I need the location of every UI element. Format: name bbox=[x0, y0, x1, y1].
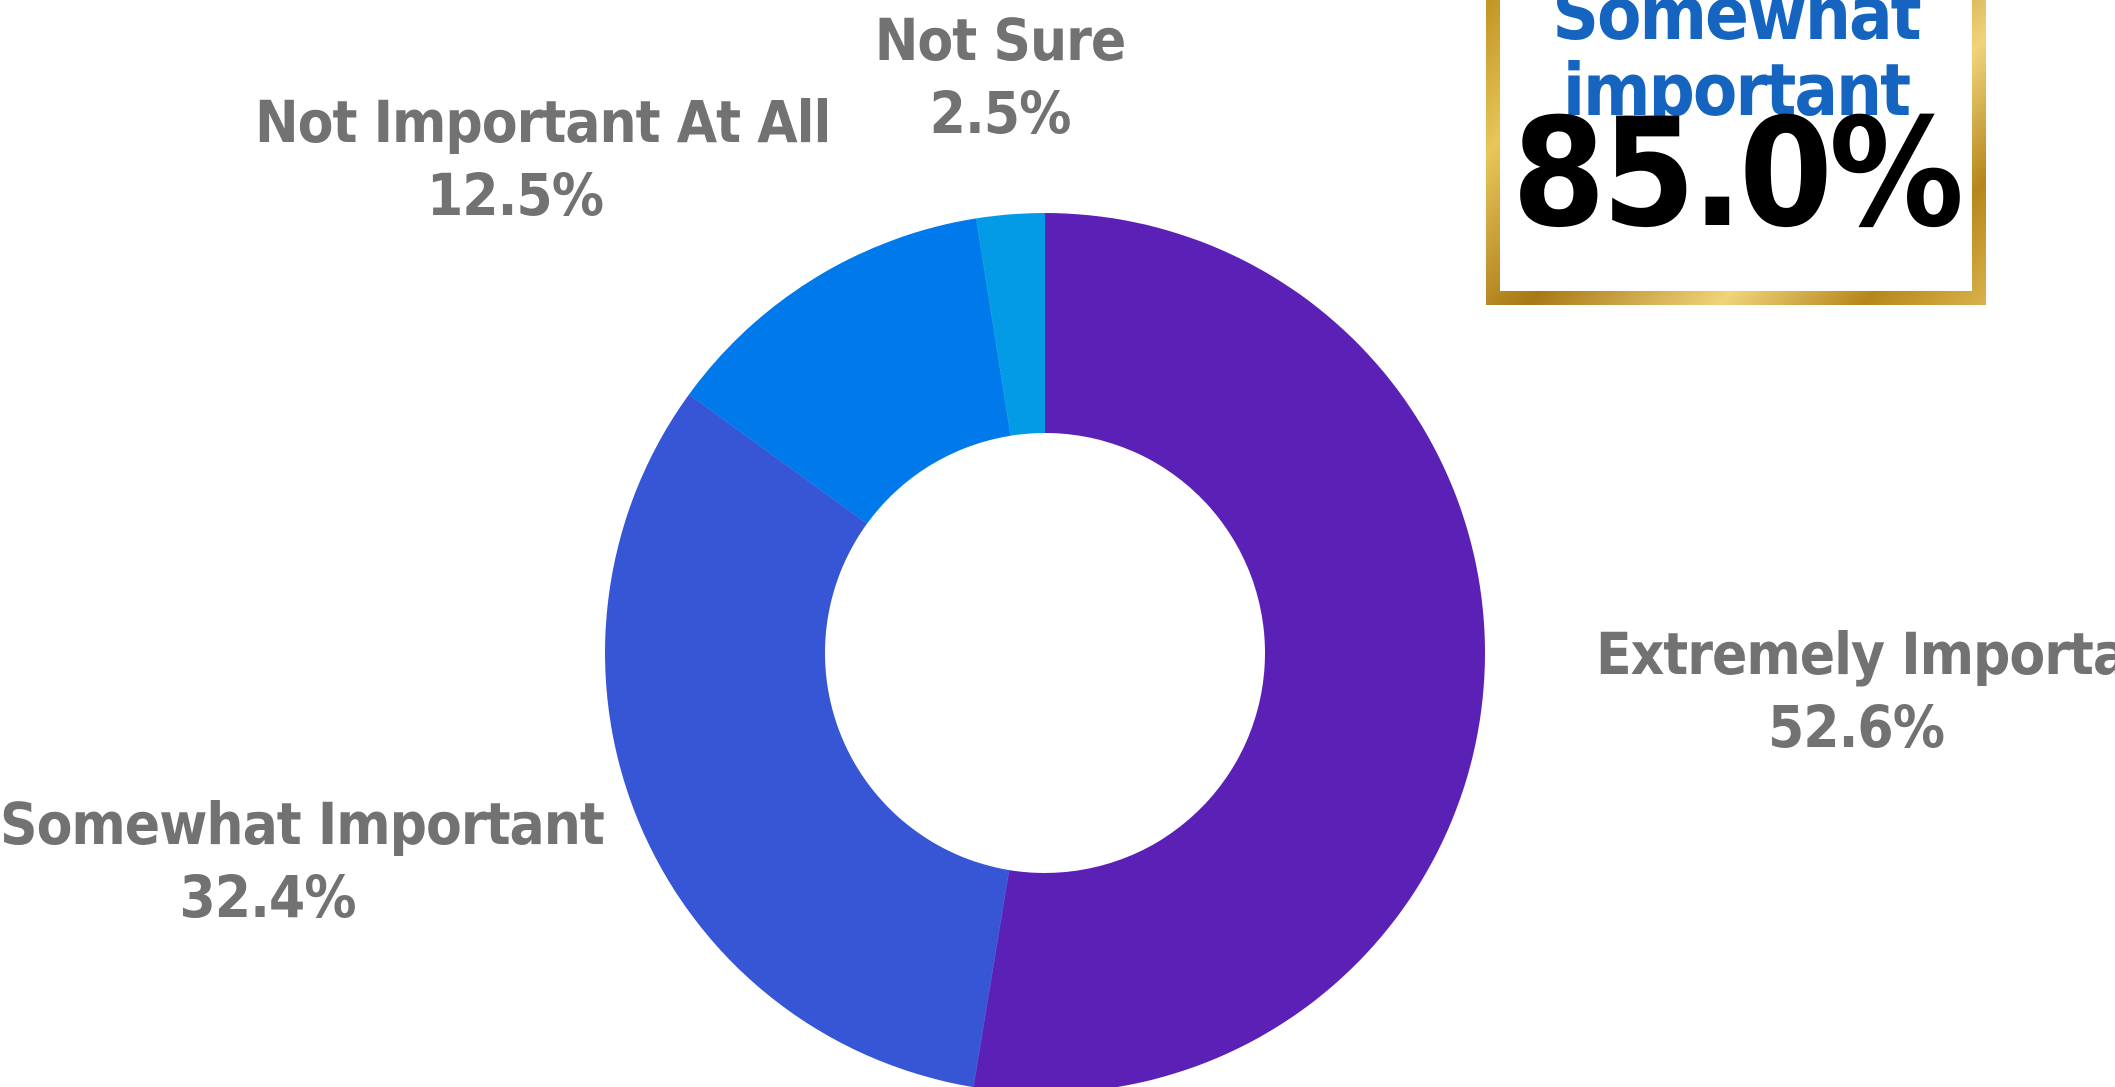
highlight-text: Somewhat important bbox=[1552, 0, 1921, 132]
slice-label-name: Not Important At All bbox=[255, 88, 831, 156]
donut-slice-not-important-at-all bbox=[689, 218, 1011, 524]
highlight-callout-inner: Somewhat important 85.0% bbox=[1500, 0, 1972, 291]
slice-label-value: 52.6% bbox=[1767, 692, 1945, 761]
donut-slice-extremely-important bbox=[973, 213, 1486, 1087]
highlight-value: 85.0% bbox=[1511, 87, 1964, 261]
slice-label-value: 12.5% bbox=[426, 160, 604, 229]
highlight-callout: Somewhat important 85.0% bbox=[1486, 0, 1986, 305]
donut-slice-somewhat-important bbox=[605, 394, 1010, 1087]
slice-label-value: 32.4% bbox=[179, 862, 356, 931]
label-not-important-at-all: Not Important At All 12.5% bbox=[255, 86, 831, 231]
label-not-sure: Not Sure 2.5% bbox=[860, 4, 1140, 149]
label-extremely-important: Extremely Important 52.6% bbox=[1596, 618, 2115, 763]
donut-slice-not-sure bbox=[976, 213, 1045, 436]
slice-label-name: Not Sure bbox=[874, 6, 1127, 74]
slice-label-name: Somewhat Important bbox=[0, 790, 605, 858]
label-somewhat-important: Somewhat Important 32.4% bbox=[0, 788, 605, 933]
slice-label-value: 2.5% bbox=[929, 78, 1072, 147]
slice-label-name: Extremely Important bbox=[1596, 620, 2115, 688]
